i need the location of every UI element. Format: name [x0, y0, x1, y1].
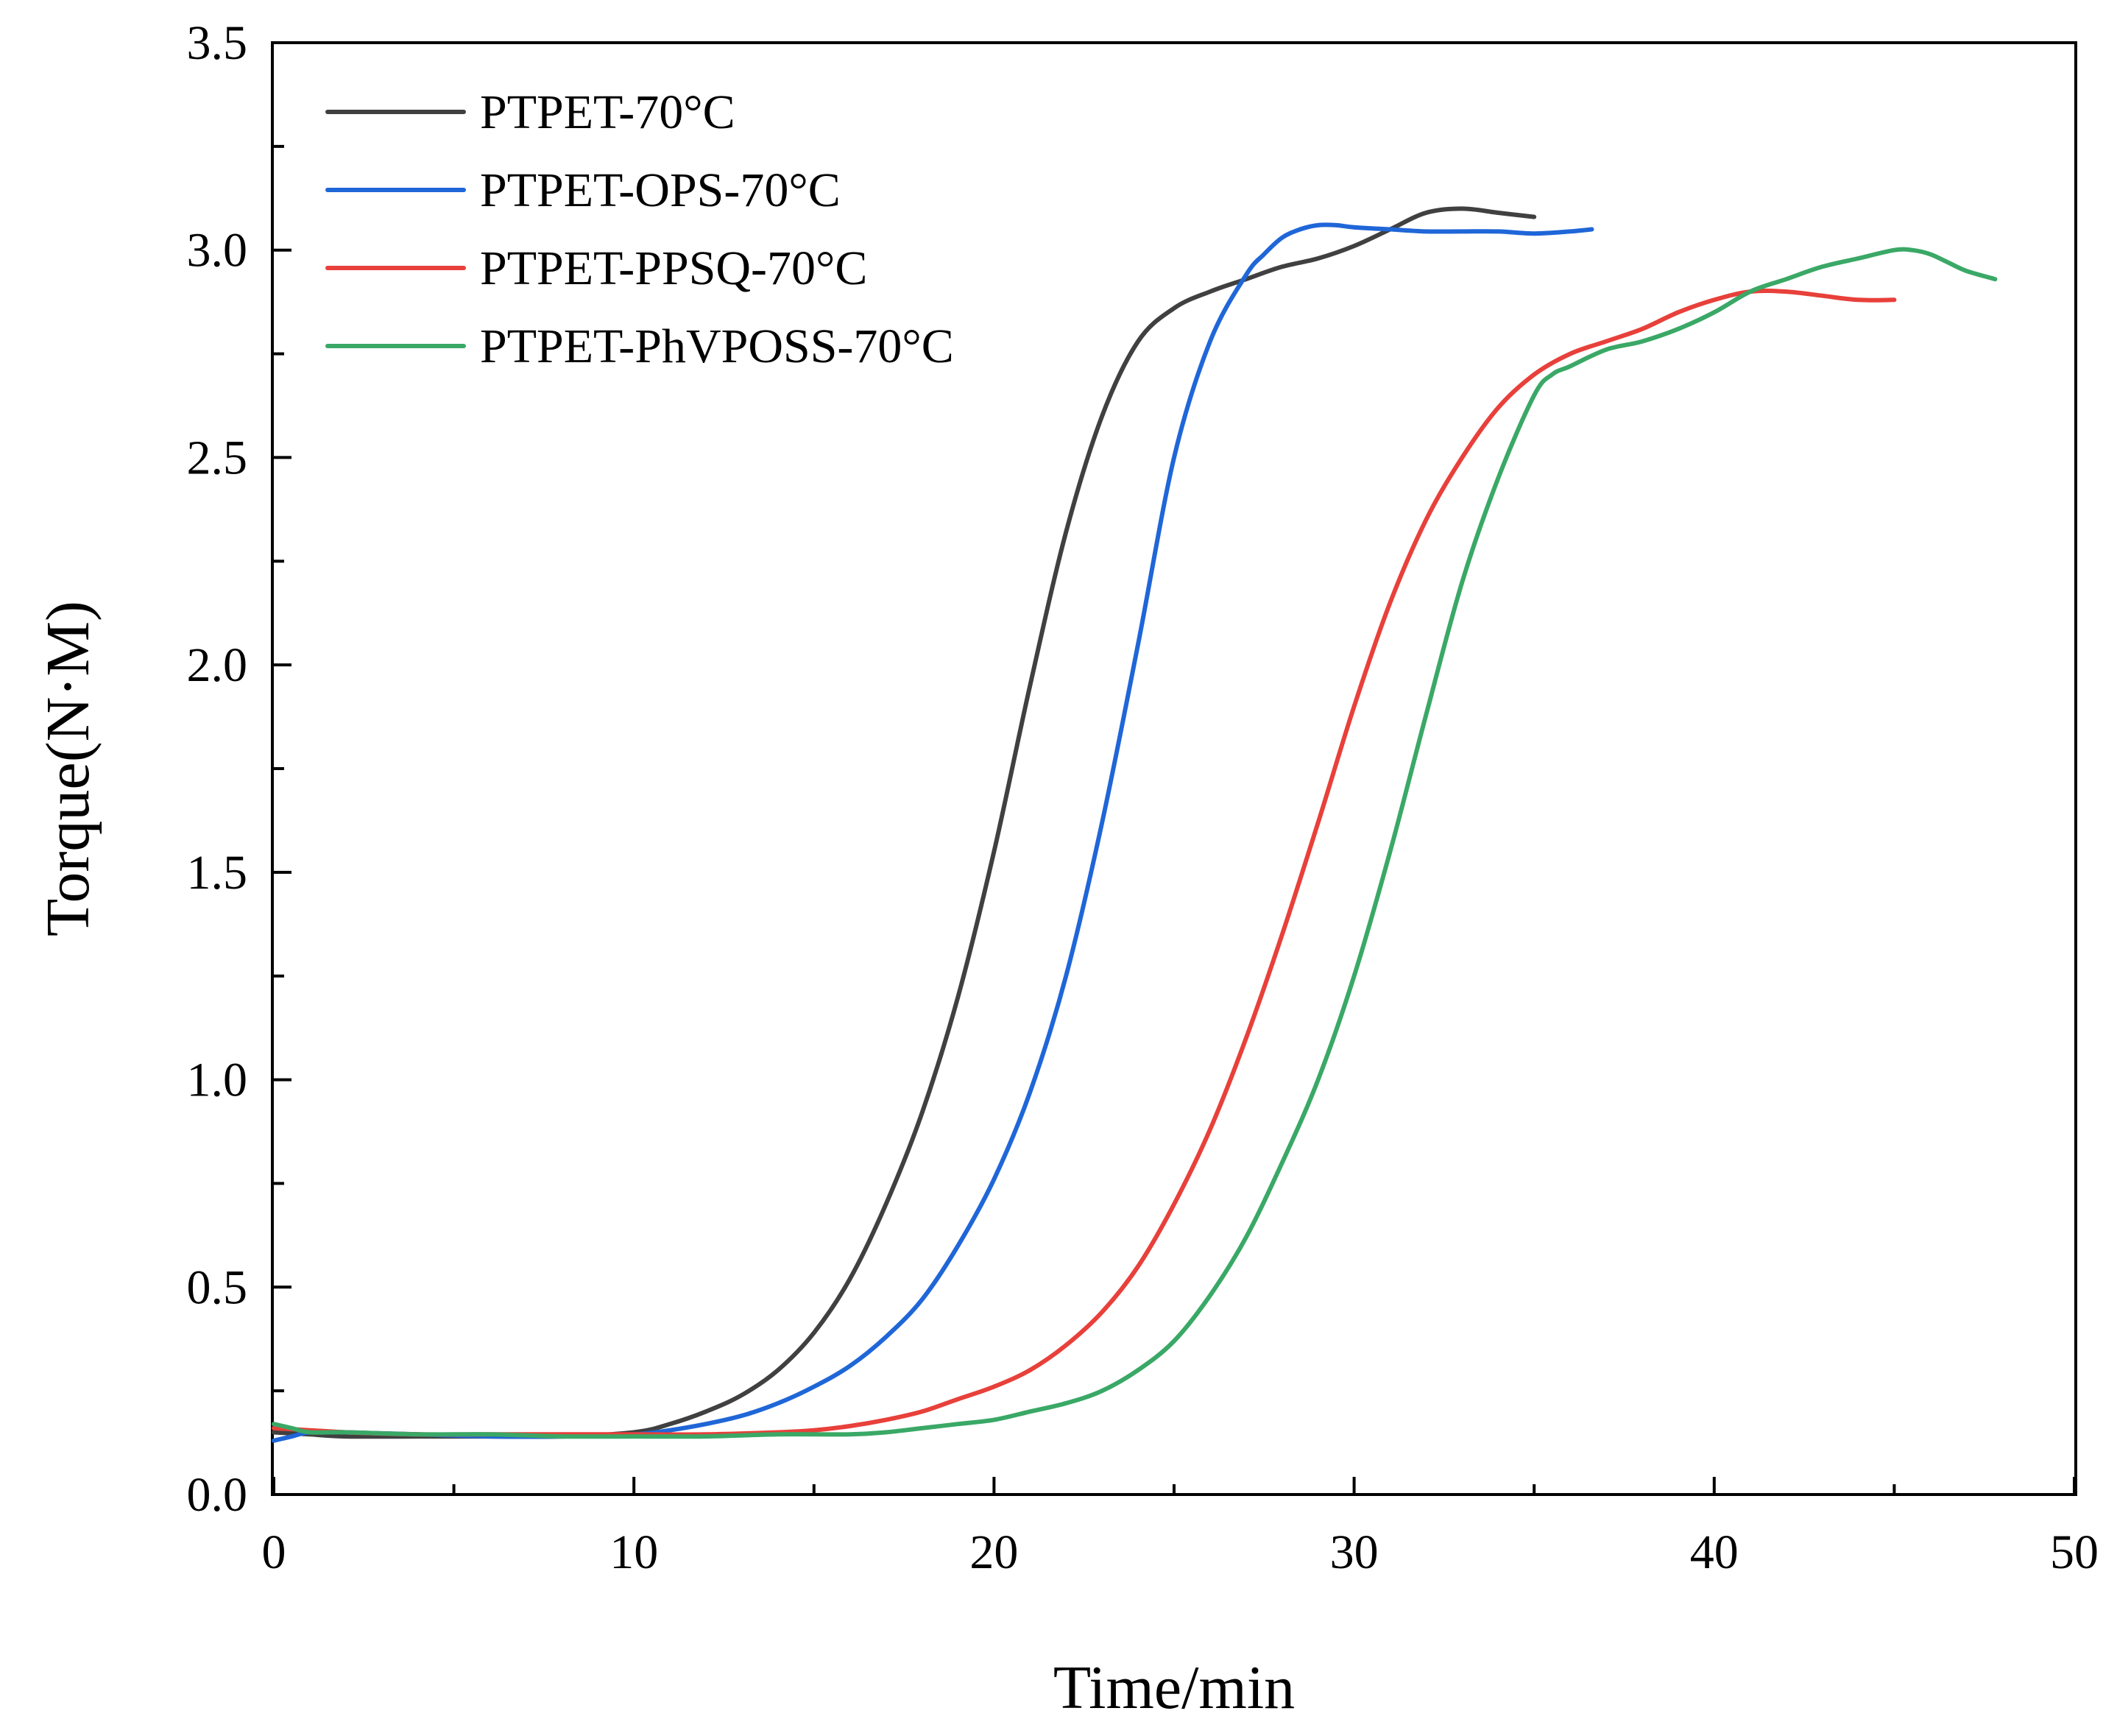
x-tick-label: 20: [969, 1525, 1018, 1579]
x-tick-label: 50: [2050, 1525, 2099, 1579]
x-axis: 0 10 20 30 40 50: [262, 1477, 2099, 1579]
y-axis: 0.0 0.5 1.0 1.5 2.0 2.5 3.0 3.5: [187, 16, 291, 1522]
legend-label-1: PTPET-70°C: [480, 85, 735, 139]
y-tick-label: 0.0: [187, 1468, 248, 1522]
x-tick-label: 0: [262, 1525, 286, 1579]
x-axis-title: Time/min: [1053, 1654, 1295, 1722]
legend-label-3: PTPET-PPSQ-70°C: [480, 241, 867, 295]
y-axis-title: Torque(N·M): [34, 601, 102, 936]
y-tick-label: 2.5: [187, 431, 248, 484]
y-tick-label: 3.0: [187, 224, 248, 278]
y-tick-label: 1.0: [187, 1054, 248, 1107]
x-tick-label: 30: [1330, 1525, 1379, 1579]
legend-label-4: PTPET-PhVPOSS-70°C: [480, 320, 954, 373]
y-tick-label: 2.0: [187, 638, 248, 692]
y-tick-label: 1.5: [187, 846, 248, 900]
series-layer: [272, 206, 1998, 1443]
legend: PTPET-70°C PTPET-OPS-70°C PTPET-PPSQ-70°C P…: [325, 85, 954, 373]
x-tick-label: 10: [609, 1525, 658, 1579]
series-line-4: [272, 247, 1998, 1439]
y-tick-label: 3.5: [187, 16, 248, 70]
legend-label-2: PTPET-OPS-70°C: [480, 163, 841, 217]
y-tick-label: 0.5: [187, 1260, 248, 1314]
x-tick-label: 40: [1690, 1525, 1739, 1579]
